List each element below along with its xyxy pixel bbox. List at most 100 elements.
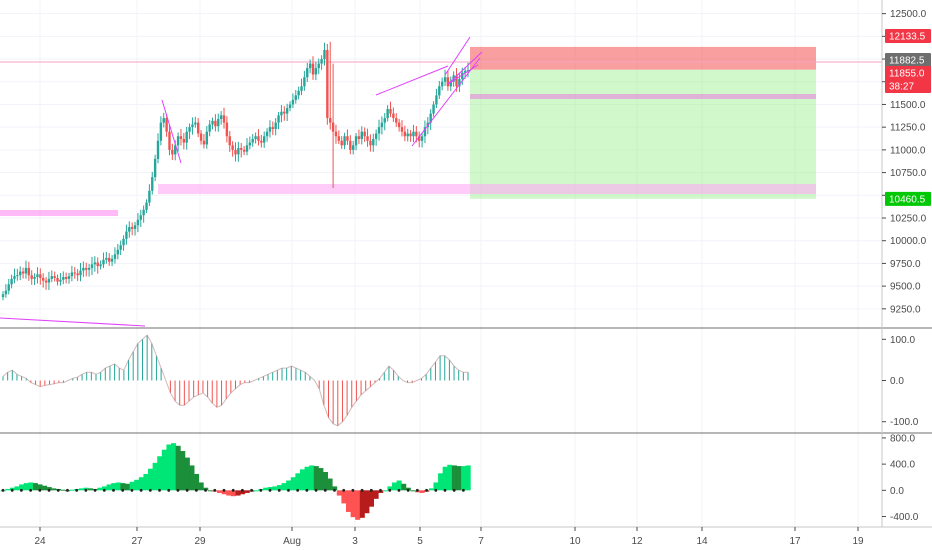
osc2-column	[295, 473, 301, 491]
candle-body	[334, 131, 338, 137]
osc2-column	[322, 471, 328, 491]
price-tick-label: 10000.0	[890, 236, 927, 247]
osc2-zero-dot	[148, 488, 152, 492]
candle-body	[403, 131, 407, 137]
osc2-column	[309, 465, 315, 491]
osc2-zero-dot	[388, 488, 392, 492]
candle-body	[308, 63, 312, 69]
candle-body	[263, 136, 266, 143]
price-tick-label: 9250.0	[890, 304, 921, 315]
candle-body	[320, 59, 323, 64]
candle-body	[343, 136, 346, 146]
candle-body	[39, 274, 42, 278]
trend-line-drawings[interactable]	[0, 36, 483, 327]
candle-body	[446, 77, 450, 87]
osc2-column	[456, 466, 462, 491]
candle-body	[64, 277, 68, 279]
osc2-column	[152, 462, 158, 491]
candle-body	[271, 127, 275, 129]
osc2-column	[221, 490, 227, 495]
candle-body	[33, 277, 36, 279]
position-tool[interactable]	[470, 46, 816, 199]
candle-body	[108, 257, 111, 262]
osc2-column	[175, 445, 181, 491]
candle-body	[285, 108, 289, 114]
osc2-column	[240, 490, 246, 495]
position-target-zone	[470, 69, 816, 199]
candle-body	[110, 258, 114, 262]
osc2-zero-dot	[93, 488, 97, 492]
osc2-column	[272, 486, 278, 491]
candle-body	[260, 140, 263, 143]
candle-body	[254, 136, 257, 139]
candle-body	[294, 95, 297, 100]
osc2-column	[401, 483, 407, 491]
candle-body	[354, 136, 358, 146]
candle-body	[440, 81, 444, 87]
osc2-zero-dot	[56, 488, 60, 492]
osc2-zero-dot	[102, 488, 106, 492]
candle-body	[458, 79, 461, 87]
candle-body	[337, 136, 341, 141]
candle-body	[202, 140, 206, 145]
candle-body	[105, 257, 108, 260]
candle-body	[194, 122, 197, 125]
osc2-zero-dot	[351, 488, 355, 492]
osc2-zero-dot	[176, 488, 180, 492]
candle-body	[265, 131, 269, 137]
osc2-zero-dot	[29, 488, 33, 492]
candle-body	[423, 127, 427, 137]
osc2-column	[207, 490, 213, 492]
candle-body	[76, 273, 79, 276]
osc2-zero-dot	[158, 488, 161, 492]
candle-body	[314, 68, 318, 75]
price-badge	[885, 53, 931, 67]
osc2-zero-dot	[84, 488, 88, 492]
candle-body	[466, 69, 470, 71]
candle-body	[217, 118, 220, 127]
osc2-zero-dot	[222, 488, 226, 492]
osc2-column	[447, 464, 453, 491]
candle-body	[280, 111, 283, 116]
candle-body	[188, 127, 191, 132]
osc2-column	[180, 451, 186, 491]
candle-body	[142, 209, 145, 216]
price-tick-label: 11250.0	[890, 123, 926, 134]
candle-body	[4, 290, 8, 295]
candle-body	[16, 275, 19, 277]
price-badge	[885, 29, 931, 43]
candle-body	[41, 277, 45, 281]
osc2-column	[134, 479, 140, 491]
candle-body	[185, 131, 188, 143]
osc2-zero-dot	[75, 488, 79, 492]
price-badge-text: 10460.5	[889, 194, 926, 205]
candle-body	[268, 127, 272, 132]
osc2-column	[46, 487, 52, 491]
candle-body	[234, 149, 237, 155]
candle-body	[300, 86, 303, 91]
osc2-column	[42, 485, 48, 491]
osc2-column	[60, 489, 66, 491]
channel-lower-line	[411, 57, 481, 147]
candle-body	[168, 131, 171, 150]
osc2-column	[125, 483, 131, 491]
osc2-column	[184, 457, 190, 491]
osc2-zero-dot	[112, 488, 115, 492]
candle-body	[306, 68, 309, 78]
price-tick-label: 11500.0	[890, 100, 926, 111]
candle-body	[389, 109, 392, 114]
osc2-column	[161, 449, 167, 491]
time-tick-label: Aug	[283, 536, 301, 547]
candle-body	[119, 245, 122, 250]
price-badge-text: 11855.0	[889, 69, 925, 80]
candle-body	[222, 115, 226, 123]
candle-body	[438, 86, 441, 96]
candle-body	[116, 249, 120, 255]
candle-body	[139, 215, 142, 220]
osc2-column	[341, 490, 347, 504]
osc2-zero-dot	[231, 488, 235, 492]
candle-body	[397, 122, 401, 128]
candle-body	[443, 77, 447, 82]
